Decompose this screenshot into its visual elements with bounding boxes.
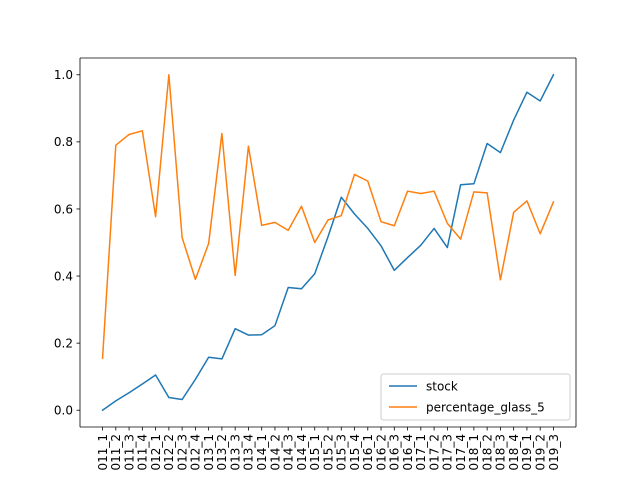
series-line-1 <box>101 74 555 360</box>
x-tick-label: 011_4 <box>136 434 150 471</box>
x-tick-label: 019_2 <box>533 434 547 471</box>
x-tick-label: 016_1 <box>361 434 375 471</box>
x-tick-label: 017_2 <box>427 434 441 471</box>
x-tick-label: 014_4 <box>295 434 309 471</box>
legend: stock percentage_glass_5 <box>380 373 571 421</box>
y-tick-label: 0.6 <box>54 202 73 216</box>
legend-box <box>380 373 571 421</box>
x-tick-label: 011_2 <box>109 434 123 471</box>
x-tick-label: 015_4 <box>348 434 362 471</box>
y-tick-label: 0.2 <box>54 336 73 350</box>
series-layer <box>101 73 555 412</box>
y-tick-label: 0.4 <box>54 269 73 283</box>
legend-label-1: percentage_glass_5 <box>426 400 545 414</box>
x-tick-label: 013_1 <box>202 434 216 471</box>
x-tick-label: 012_1 <box>149 434 163 471</box>
y-tick-label: 0.8 <box>54 135 73 149</box>
series-line-0 <box>101 73 555 412</box>
x-tick-label: 012_3 <box>175 434 189 471</box>
x-tick-label: 018_4 <box>507 434 521 471</box>
x-tick-label: 016_2 <box>374 434 388 471</box>
x-tick-label: 017_1 <box>414 434 428 471</box>
x-tick-label: 015_2 <box>321 434 335 471</box>
x-tick-label: 017_3 <box>441 434 455 471</box>
x-tick-label: 016_3 <box>388 434 402 471</box>
x-tick-label: 018_1 <box>467 434 481 471</box>
x-tick-label: 013_2 <box>215 434 229 471</box>
x-tick-label: 015_3 <box>335 434 349 471</box>
x-tick-label: 018_3 <box>494 434 508 471</box>
x-tick-label: 011_3 <box>122 434 136 471</box>
x-tick-label: 012_4 <box>189 434 203 471</box>
x-tick-label: 011_1 <box>96 434 110 471</box>
x-tick-label: 012_2 <box>162 434 176 471</box>
y-tick-label: 1.0 <box>54 68 73 82</box>
x-tick-label: 013_4 <box>242 434 256 471</box>
x-tick-label: 016_4 <box>401 434 415 471</box>
x-tick-label: 019_3 <box>547 434 561 471</box>
x-tick-label: 019_1 <box>520 434 534 471</box>
x-tick-label: 015_1 <box>308 434 322 471</box>
plot-area <box>80 58 576 427</box>
x-tick-label: 017_4 <box>454 434 468 471</box>
y-tick-label: 0.0 <box>54 404 73 418</box>
legend-label-0: stock <box>426 379 458 393</box>
x-tick-label: 014_2 <box>268 434 282 471</box>
x-tick-label: 018_2 <box>480 434 494 471</box>
x-tick-label: 013_3 <box>228 434 242 471</box>
x-tick-label: 014_3 <box>282 434 296 471</box>
x-tick-label: 014_1 <box>255 434 269 471</box>
